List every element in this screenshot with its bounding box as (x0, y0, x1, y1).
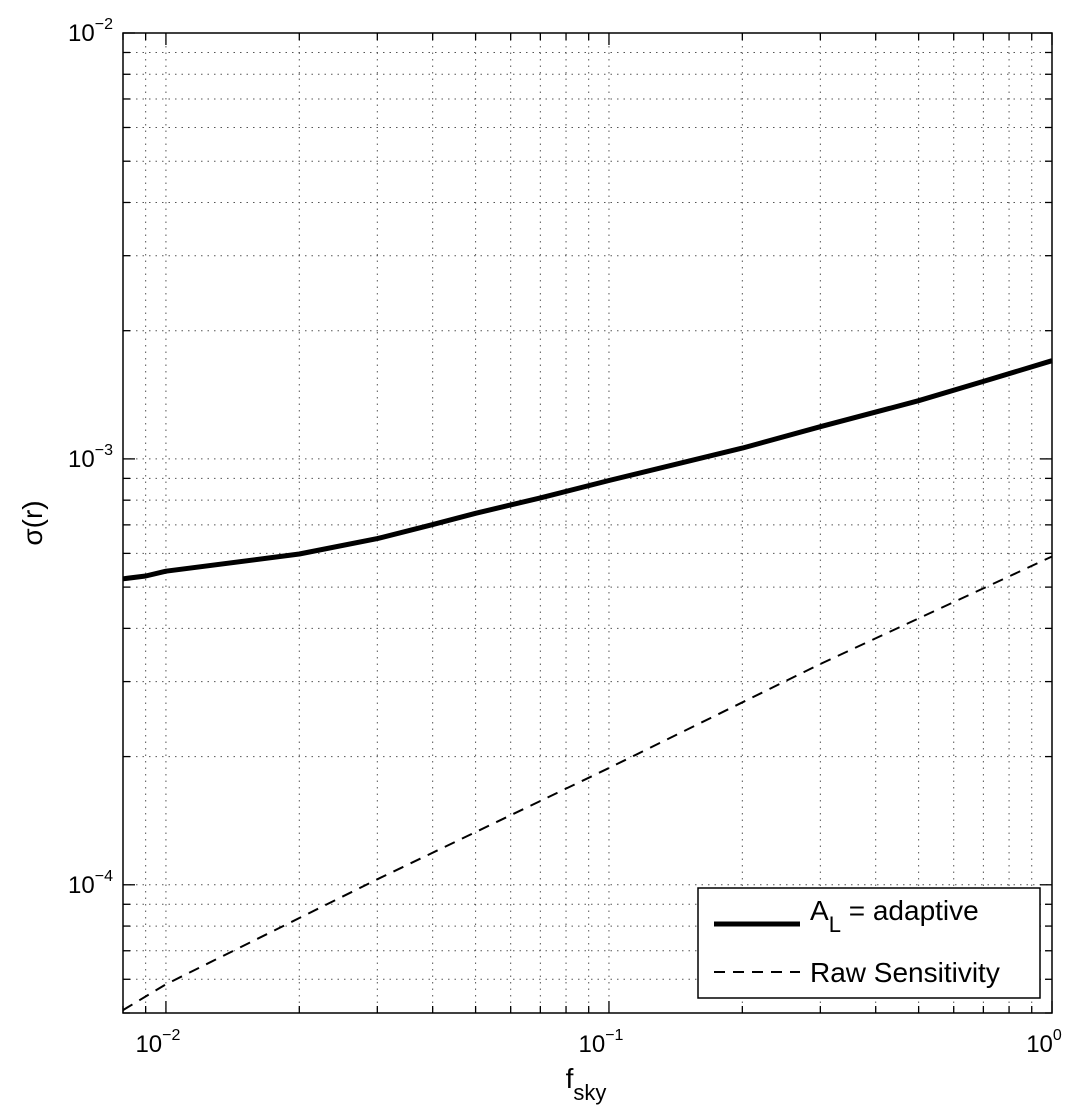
legend-label-raw: Raw Sensitivity (810, 957, 1000, 988)
x-tick-label-exp: 0 (1053, 1027, 1062, 1044)
legend-label-adaptive-sub: L (829, 912, 841, 937)
legend-box (697, 887, 1041, 999)
x-axis-label-sub: sky (573, 1080, 606, 1105)
x-axis-label-base: f (566, 1063, 574, 1094)
legend-label-adaptive-suffix: = adaptive (841, 895, 979, 926)
y-tick-label-base: 10 (68, 446, 95, 473)
plot-area (122, 358, 1053, 1011)
y-tick-label: 10−2 (68, 16, 113, 47)
x-tick-label: 10−1 (578, 1027, 623, 1058)
x-tick-label-base: 10 (1026, 1031, 1053, 1058)
plot-frame (122, 32, 1053, 1014)
y-tick-label: 10−4 (68, 868, 113, 899)
legend-label-adaptive: AL = adaptive (810, 895, 979, 937)
axes (122, 32, 1053, 1014)
legend: AL = adaptive Raw Sensitivity (697, 887, 1041, 999)
y-tick-label-base: 10 (68, 872, 95, 899)
x-tick-label-exp: −2 (162, 1027, 180, 1044)
y-tick-label-base: 10 (68, 20, 95, 47)
x-tick-label: 10−2 (135, 1027, 180, 1058)
series-line-raw-sensitivity (122, 555, 1053, 1011)
y-axis-label: σ(r) (17, 500, 48, 545)
y-tick-label-exp: −4 (95, 868, 113, 885)
x-tick-label-base: 10 (578, 1031, 605, 1058)
series-line-adaptive (122, 358, 1053, 582)
x-tick-label-base: 10 (135, 1031, 162, 1058)
legend-label-adaptive-base: A (810, 895, 829, 926)
x-axis-label: fsky (566, 1063, 607, 1105)
x-tick-label: 100 (1026, 1027, 1062, 1058)
x-tick-label-exp: −1 (605, 1027, 623, 1044)
y-tick-label: 10−3 (68, 442, 113, 473)
y-tick-label-exp: −3 (95, 442, 113, 459)
y-tick-label-exp: −2 (95, 16, 113, 33)
